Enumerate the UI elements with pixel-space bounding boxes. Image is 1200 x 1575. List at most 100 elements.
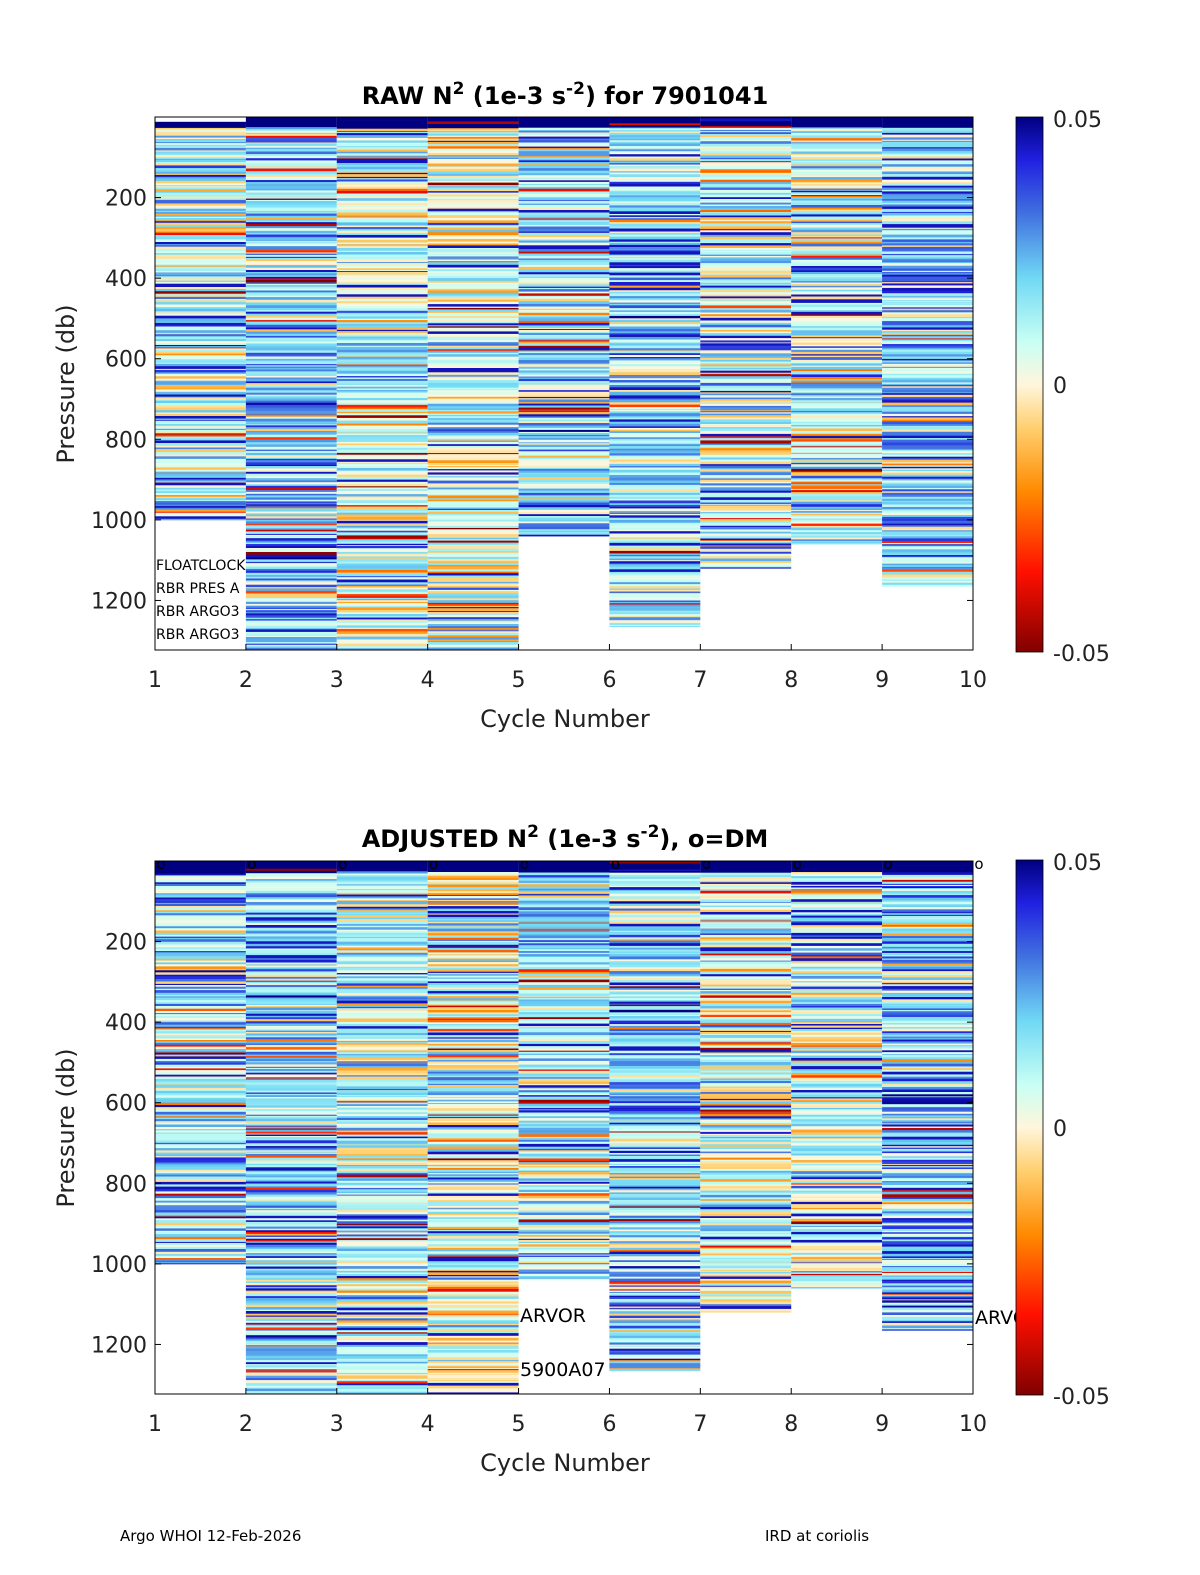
heatmap-cell — [609, 1108, 701, 1110]
heatmap-cell — [155, 973, 246, 976]
heatmap-cell — [245, 1355, 337, 1357]
y-tick-label: 200 — [105, 187, 147, 212]
heatmap-cell — [609, 1066, 701, 1068]
heatmap-cell — [427, 573, 519, 576]
heatmap-cell — [427, 1158, 519, 1161]
heatmap-cell — [700, 976, 792, 978]
heatmap-cell — [336, 218, 428, 220]
heatmap-cell — [700, 1311, 792, 1313]
heatmap-cell — [609, 956, 701, 960]
heatmap-cell — [791, 242, 883, 244]
heatmap-cell — [336, 1050, 428, 1053]
heatmap-cell — [245, 495, 337, 498]
heatmap-cell — [245, 117, 337, 120]
heatmap-cell — [427, 1225, 519, 1228]
heatmap-cell — [245, 899, 337, 903]
heatmap-cell — [336, 983, 428, 987]
heatmap-cell — [155, 133, 246, 137]
heatmap-cell — [336, 1095, 428, 1097]
heatmap-cell — [609, 1092, 701, 1094]
heatmap-cell — [882, 1287, 973, 1289]
heatmap-cell — [518, 1178, 610, 1182]
heatmap-cell — [609, 123, 701, 126]
heatmap-cell — [155, 410, 246, 413]
heatmap-cell — [700, 1231, 792, 1234]
heatmap-cell — [609, 1365, 701, 1369]
heatmap-cell — [518, 177, 610, 180]
heatmap-cell — [427, 432, 519, 436]
heatmap-cell — [609, 1050, 701, 1054]
heatmap-cell — [336, 528, 428, 532]
heatmap-cell — [336, 465, 428, 469]
heatmap-cell — [336, 1036, 428, 1040]
heatmap-cell — [427, 1279, 519, 1283]
heatmap-cell — [245, 369, 337, 372]
heatmap-cell — [791, 1287, 883, 1289]
heatmap-cell — [609, 945, 701, 949]
heatmap-cell — [155, 1090, 246, 1094]
heatmap-cell — [882, 219, 973, 222]
heatmap-cell — [245, 1175, 337, 1178]
heatmap-cell — [245, 567, 337, 569]
heatmap-cell — [155, 1166, 246, 1170]
heatmap-cell — [609, 1206, 701, 1209]
heatmap-cell — [882, 549, 973, 553]
heatmap-cell — [245, 1126, 337, 1129]
heatmap-cell — [700, 978, 792, 981]
heatmap-cell — [700, 499, 792, 503]
heatmap-cell — [609, 1354, 701, 1358]
heatmap-cell — [700, 317, 792, 321]
heatmap-cell — [427, 447, 519, 451]
heatmap-cell — [700, 403, 792, 407]
heatmap-cell — [245, 1109, 337, 1112]
heatmap-cell — [791, 962, 883, 965]
heatmap-cell — [882, 884, 973, 887]
heatmap-cell — [609, 881, 701, 884]
heatmap-cell — [609, 597, 701, 601]
heatmap-cell — [518, 507, 610, 511]
heatmap-cell — [336, 1157, 428, 1159]
heatmap-cell — [155, 1050, 246, 1052]
heatmap-cell — [791, 512, 883, 515]
heatmap-cell — [791, 1060, 883, 1063]
heatmap-cell — [882, 1283, 973, 1286]
heatmap-cell — [518, 284, 610, 288]
heatmap-cell — [427, 879, 519, 882]
heatmap-cell — [336, 121, 428, 125]
heatmap-cell — [700, 861, 792, 863]
heatmap-cell — [882, 1156, 973, 1158]
heatmap-cell — [609, 1164, 701, 1167]
heatmap-cell — [336, 251, 428, 255]
heatmap-cell — [336, 153, 428, 157]
heatmap-cell — [427, 1331, 519, 1334]
heatmap-cell — [609, 468, 701, 471]
heatmap-cell — [609, 1046, 701, 1049]
heatmap-cell — [700, 299, 792, 301]
heatmap-cell — [427, 629, 519, 632]
heatmap-cell — [609, 542, 701, 546]
heatmap-cell — [427, 931, 519, 934]
heatmap-cell — [518, 188, 610, 192]
heatmap-cell — [791, 1252, 883, 1256]
heatmap-cell — [245, 1228, 337, 1231]
heatmap-cell — [518, 1017, 610, 1020]
heatmap-cell — [245, 1309, 337, 1312]
heatmap-cell — [609, 987, 701, 991]
heatmap-cell — [427, 1167, 519, 1171]
heatmap-cell — [336, 960, 428, 962]
heatmap-cell — [609, 901, 701, 904]
heatmap-cell — [245, 339, 337, 342]
heatmap-cell — [427, 349, 519, 352]
heatmap-cell — [700, 497, 792, 501]
heatmap-cell — [882, 127, 973, 131]
heatmap-cell — [609, 125, 701, 128]
heatmap-cell — [155, 245, 246, 248]
heatmap-cell — [609, 398, 701, 400]
heatmap-cell — [882, 525, 973, 528]
heatmap-cell — [518, 894, 610, 896]
heatmap-cell — [791, 294, 883, 296]
heatmap-cell — [336, 1326, 428, 1329]
heatmap-cell — [155, 1157, 246, 1161]
heatmap-cell — [882, 990, 973, 994]
heatmap-cell — [700, 1065, 792, 1067]
